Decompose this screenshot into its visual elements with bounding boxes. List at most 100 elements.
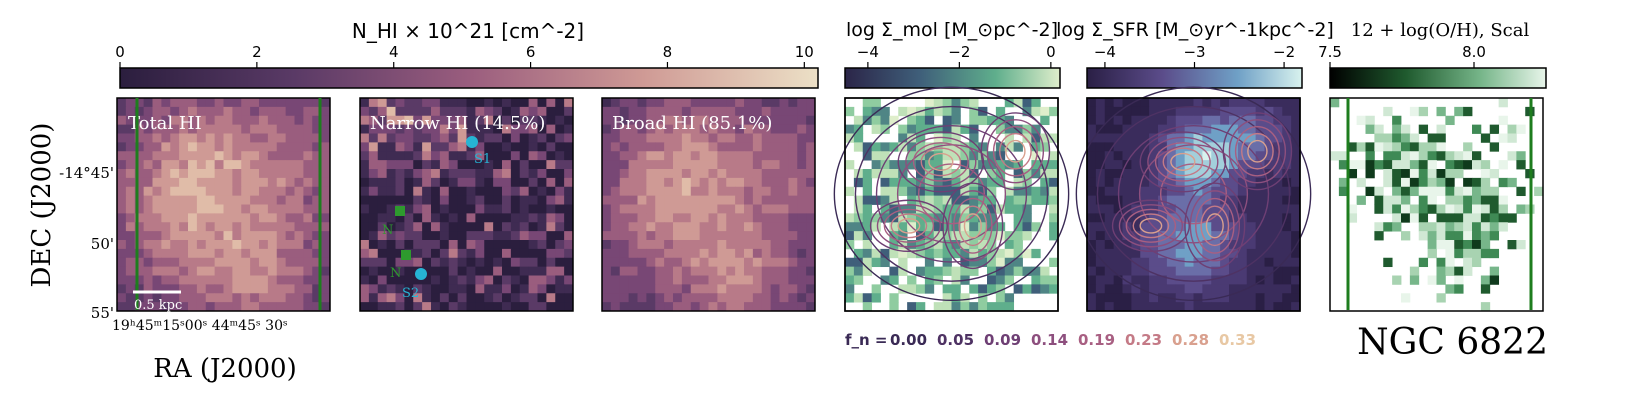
map-pixel — [241, 240, 251, 250]
map-pixel — [1104, 266, 1115, 276]
map-pixel — [404, 160, 414, 170]
map-pixel — [690, 302, 701, 312]
map-pixel — [1184, 204, 1194, 214]
map-pixel — [1418, 177, 1429, 188]
map-pixel — [646, 106, 656, 117]
map-pixel — [1022, 186, 1032, 197]
map-pixel — [681, 160, 692, 170]
map-pixel — [1246, 124, 1257, 134]
map-pixel — [241, 186, 251, 197]
map-pixel — [267, 204, 278, 214]
map-pixel — [205, 240, 216, 250]
map-pixel — [502, 257, 512, 268]
map-pixel — [188, 151, 198, 161]
map-pixel — [413, 133, 423, 143]
map-pixel — [1202, 160, 1212, 170]
map-pixel — [646, 124, 656, 134]
map-pixel — [1427, 195, 1437, 205]
colorbar-tick-label: −2 — [1273, 43, 1295, 61]
map-pixel — [303, 257, 313, 268]
map-pixel — [690, 160, 701, 170]
map-pixel — [413, 106, 423, 117]
map-pixel — [1049, 133, 1059, 143]
map-pixel — [951, 222, 961, 232]
colorbar-nhi-label: N_HI × 10^21 [cm^-2] — [352, 19, 584, 43]
map-pixel — [303, 177, 313, 188]
map-pixel — [602, 115, 612, 126]
map-pixel — [448, 177, 459, 188]
map-pixel — [880, 257, 890, 268]
map-pixel — [708, 302, 718, 312]
map-pixel — [806, 169, 816, 179]
map-pixel — [673, 222, 683, 232]
map-pixel — [1211, 133, 1221, 143]
map-pixel — [681, 142, 692, 152]
map-pixel — [1149, 257, 1159, 268]
map-pixel — [1480, 248, 1491, 259]
map-pixel — [205, 213, 216, 223]
map-pixel — [770, 248, 780, 259]
map-pixel — [1282, 293, 1292, 303]
map-pixel — [1282, 284, 1292, 294]
map-pixel — [223, 248, 233, 259]
map-pixel — [267, 142, 278, 152]
map-pixel — [152, 266, 162, 276]
map-pixel — [360, 98, 370, 108]
map-pixel — [681, 98, 692, 108]
map-pixel — [646, 204, 656, 214]
map-pixel — [602, 124, 612, 134]
map-pixel — [188, 240, 198, 250]
map-frame — [359, 97, 574, 312]
map-pixel — [1087, 160, 1097, 170]
map-pixel — [321, 142, 331, 152]
map-pixel — [431, 106, 441, 117]
map-pixel — [161, 204, 171, 214]
map-pixel — [546, 248, 556, 259]
map-pixel — [312, 133, 322, 143]
map-pixel — [1273, 284, 1283, 294]
map-pixel — [303, 204, 313, 214]
map-pixel — [1507, 133, 1517, 143]
map-pixel — [250, 275, 260, 285]
map-pixel — [788, 302, 798, 312]
map-pixel — [1237, 213, 1248, 223]
map-pixel — [250, 98, 260, 108]
map-pixel — [1229, 257, 1239, 268]
map-pixel — [880, 248, 890, 259]
map-pixel — [1087, 302, 1097, 312]
map-pixel — [303, 284, 313, 294]
map-pixel — [294, 160, 304, 170]
map-pixel — [466, 240, 476, 250]
map-pixel — [646, 98, 656, 108]
colorbar-tick-label: 8 — [663, 43, 673, 61]
map-pixel — [1229, 142, 1239, 152]
map-pixel — [1166, 106, 1177, 117]
map-pixel — [555, 302, 565, 312]
map-pixel — [1211, 204, 1221, 214]
map-pixel — [995, 106, 1006, 117]
map-pixel — [735, 142, 745, 152]
map-pixel — [1087, 293, 1097, 303]
colorbar-tick-label: 4 — [389, 43, 399, 61]
map-pixel — [555, 213, 565, 223]
map-pixel — [1013, 284, 1023, 294]
map-pixel — [179, 284, 189, 294]
map-pixel — [303, 151, 313, 161]
colorbar-tick-label: −2 — [948, 43, 970, 61]
map-pixel — [276, 98, 287, 108]
map-pixel — [1131, 302, 1141, 312]
map-pixel — [546, 204, 556, 214]
map-pixel — [259, 151, 269, 161]
map-pixel — [637, 204, 647, 214]
map-pixel — [285, 195, 295, 205]
map-pixel — [681, 275, 692, 285]
map-pixel — [1409, 142, 1420, 152]
map-pixel — [1149, 133, 1159, 143]
map-pixel — [143, 213, 153, 223]
map-pixel — [125, 133, 136, 143]
map-pixel — [303, 213, 313, 223]
map-pixel — [862, 293, 873, 303]
map-pixel — [699, 98, 709, 108]
map-pixel — [528, 106, 538, 117]
map-pixel — [744, 177, 754, 188]
